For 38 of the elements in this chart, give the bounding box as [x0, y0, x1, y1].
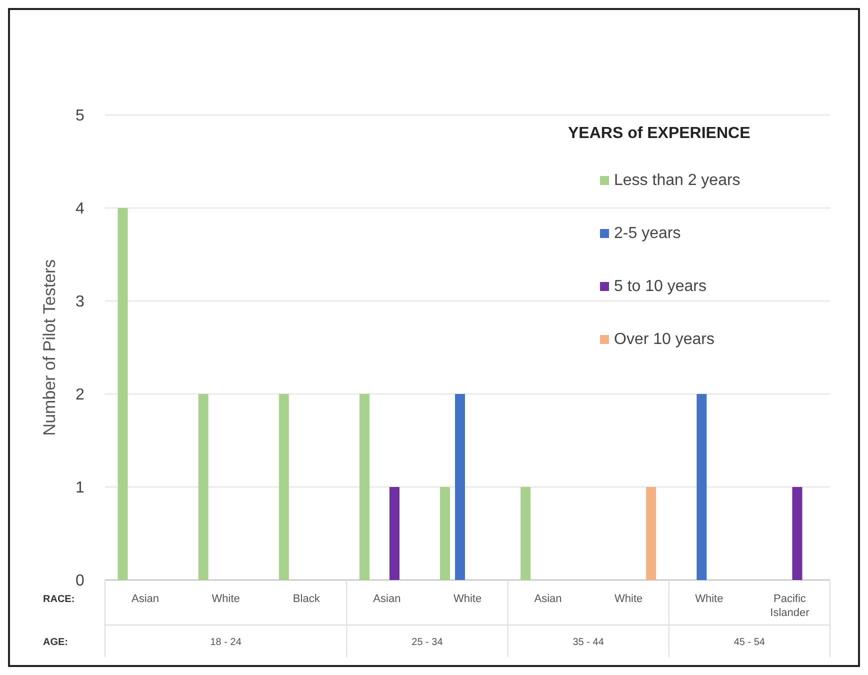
legend-label: Over 10 years [614, 331, 714, 348]
bar [278, 394, 289, 580]
y-tick-label: 1 [76, 480, 85, 497]
bar [389, 487, 400, 580]
x-tick-label: Asian [132, 593, 160, 605]
x-tick-label: Asian [373, 593, 401, 605]
bar [440, 487, 450, 580]
y-tick-label: 4 [76, 200, 85, 218]
text: 35 - 44 [572, 637, 604, 648]
bar [792, 487, 802, 580]
y-tick-label: 3 [76, 294, 85, 311]
text: RACE: [43, 594, 75, 605]
x-tick-label: White [212, 593, 240, 605]
y-tick-label: 0 [76, 572, 85, 590]
bar [646, 487, 656, 580]
text: 18 - 24 [210, 637, 242, 648]
x-tick-label: White [614, 593, 643, 605]
bar [198, 394, 208, 580]
y-tick-label: 2 [76, 386, 85, 404]
x-tick-label: White [453, 593, 482, 605]
legend-label: Less than 2 years [614, 172, 740, 189]
bar [359, 394, 370, 580]
text: 45 - 54 [734, 637, 766, 648]
legend-title: YEARS of EXPERIENCE [568, 125, 751, 142]
bar [696, 394, 707, 580]
text: 25 - 34 [412, 637, 444, 648]
y-tick-label: 5 [76, 108, 85, 125]
legend-label: 5 to 10 years [614, 278, 706, 295]
text: AGE: [43, 637, 68, 648]
y-axis-title: Number of Pilot Testers [40, 259, 59, 436]
bar [520, 487, 531, 580]
x-tick-label: White [695, 593, 724, 605]
x-tick-label: Black [292, 593, 320, 605]
bar [455, 394, 465, 580]
legend-label: 2-5 years [614, 225, 681, 242]
x-tick-label: Pacific Islander [770, 593, 810, 619]
bar [118, 208, 128, 580]
x-tick-label: Asian [534, 593, 562, 605]
